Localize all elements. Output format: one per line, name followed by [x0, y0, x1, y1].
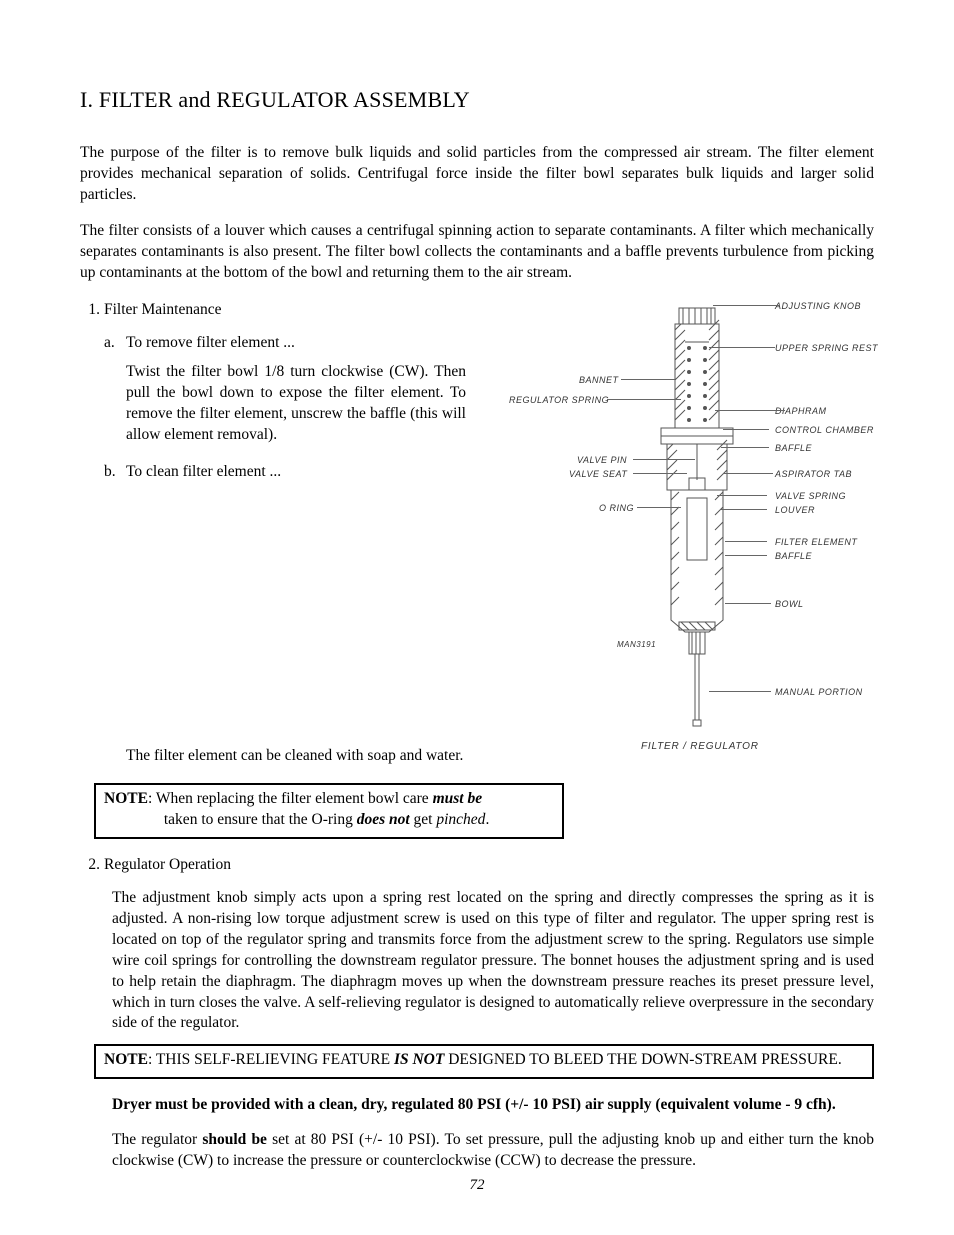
diagram-leader-line	[633, 459, 695, 460]
bold-requirement: Dryer must be provided with a clean, dry…	[112, 1095, 874, 1116]
diagram-leader-line	[721, 509, 767, 510]
note2-post: DESIGNED TO BLEED THE DOWN-STREAM PRESSU…	[444, 1051, 841, 1068]
diagram-label-left: O RING	[599, 502, 634, 514]
diagram-partno: MAN3191	[617, 640, 656, 651]
note2-pre: : THIS SELF-RELIEVING FEATURE	[148, 1051, 394, 1068]
list-title-2: Regulator Operation	[104, 855, 231, 876]
note2-label: NOTE	[104, 1051, 148, 1068]
diagram-leader-line	[725, 541, 767, 542]
diagram-label-right: FILTER ELEMENT	[775, 536, 857, 548]
page-number: 72	[0, 1175, 954, 1195]
diagram-label-right: BAFFLE	[775, 442, 812, 454]
diagram-svg	[509, 300, 874, 740]
list-1a-num: a.	[104, 333, 126, 354]
note1-label: NOTE	[104, 790, 148, 807]
diagram-label-left: BANNET	[579, 374, 619, 386]
note-box-1: NOTE: When replacing the filter element …	[94, 783, 564, 839]
diagram-leader-line	[723, 429, 769, 430]
note2-em: IS NOT	[394, 1051, 444, 1068]
note1-mid: taken to ensure that the O-ring	[160, 811, 357, 828]
diagram-leader-line	[723, 473, 773, 474]
list-1a-body: Twist the filter bowl 1/8 turn clockwise…	[126, 362, 466, 446]
list-num-1: 1.	[80, 300, 104, 321]
diagram-leader-line	[621, 379, 675, 380]
diagram-label-left: VALVE SEAT	[569, 468, 627, 480]
note-box-2: NOTE: THIS SELF-RELIEVING FEATURE IS NOT…	[94, 1044, 874, 1079]
list-1b-title: To clean filter element ...	[126, 462, 281, 483]
list-2-body: The adjustment knob simply acts upon a s…	[112, 888, 874, 1034]
note1-post: get	[410, 811, 437, 828]
list-1a-title: To remove filter element ...	[126, 333, 295, 354]
diagram-leader-line	[709, 691, 771, 692]
diagram-label-right: VALVE SPRING	[775, 490, 846, 502]
diagram-leader-line	[709, 347, 775, 348]
final-pre: The regulator	[112, 1131, 202, 1148]
diagram-leader-line	[725, 603, 771, 604]
diagram-leader-line	[633, 473, 687, 474]
filter-regulator-diagram: BANNET REGULATOR SPRING VALVE PIN VALVE SEA…	[509, 300, 874, 750]
note1-end: .	[485, 811, 489, 828]
note1-em3: pinched	[436, 811, 485, 828]
intro-para-2: The filter consists of a louver which ca…	[80, 221, 874, 284]
diagram-leader-line	[725, 555, 767, 556]
intro-para-1: The purpose of the filter is to remove b…	[80, 143, 874, 206]
diagram-label-right: CONTROL CHAMBER	[775, 424, 874, 436]
note1-pre: : When replacing the filter element bowl…	[148, 790, 433, 807]
diagram-label-left: REGULATOR SPRING	[509, 394, 609, 406]
diagram-label-right: BOWL	[775, 598, 804, 610]
diagram-leader-line	[715, 410, 785, 411]
diagram-label-right: ADJUSTING KNOB	[775, 300, 861, 312]
diagram-leader-line	[637, 507, 681, 508]
diagram-label-right: ASPIRATOR TAB	[775, 468, 852, 480]
diagram-label-right: DIAPHRAM	[775, 405, 827, 417]
diagram-caption: FILTER / REGULATOR	[641, 740, 759, 754]
final-bold: should be	[202, 1131, 267, 1148]
diagram-label-right: BAFFLE	[775, 550, 812, 562]
note1-em1: must be	[433, 790, 483, 807]
diagram-leader-line	[713, 305, 779, 306]
section-heading: I. FILTER and REGULATOR ASSEMBLY	[80, 85, 874, 115]
diagram-leader-line	[717, 495, 767, 496]
diagram-label-right: UPPER SPRING REST	[775, 342, 878, 354]
diagram-label-right: MANUAL PORTION	[775, 686, 863, 698]
diagram-label-right: LOUVER	[775, 504, 815, 516]
diagram-label-left: VALVE PIN	[577, 454, 627, 466]
note1-em2: does not	[357, 811, 410, 828]
final-para: The regulator should be set at 80 PSI (+…	[112, 1130, 874, 1172]
list-title-1: Filter Maintenance	[104, 300, 222, 321]
diagram-leader-line	[607, 399, 681, 400]
list-1b-num: b.	[104, 462, 126, 483]
diagram-leader-line	[721, 447, 769, 448]
list-num-2: 2.	[80, 855, 104, 876]
